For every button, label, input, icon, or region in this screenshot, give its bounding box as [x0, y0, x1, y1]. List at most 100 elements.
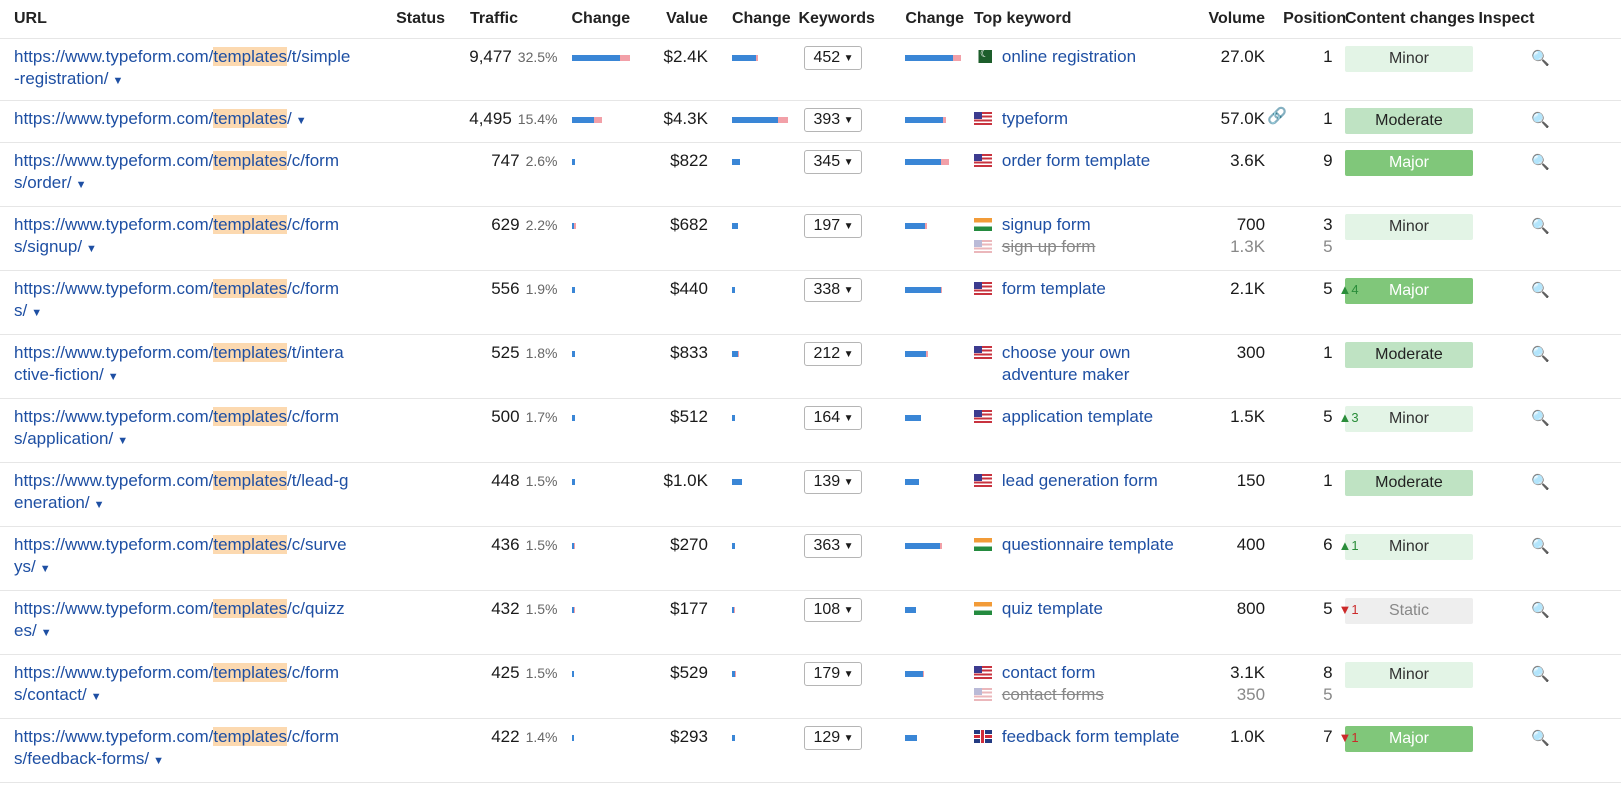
- url-dropdown-icon[interactable]: ▼: [93, 499, 105, 511]
- volume-value: 3.1K: [1230, 663, 1266, 682]
- content-change-badge[interactable]: Minor: [1344, 662, 1473, 688]
- url-dropdown-icon[interactable]: ▼: [40, 627, 52, 639]
- url-dropdown-icon[interactable]: ▼: [153, 755, 164, 767]
- col-inspect[interactable]: Inspect: [1444, 0, 1621, 39]
- page-url-link[interactable]: https://www.typeform.com/templates/c/for…: [14, 215, 339, 256]
- col-position[interactable]: Position: [1269, 0, 1346, 39]
- top-keyword-link[interactable]: order form template: [1001, 151, 1151, 170]
- keywords-dropdown[interactable]: 452 ▼: [804, 46, 863, 70]
- volume-cell: 57.0K: [1186, 100, 1270, 143]
- top-keyword-link[interactable]: questionnaire template: [1001, 535, 1174, 554]
- search-icon[interactable]: 🔍: [1531, 154, 1551, 171]
- col-keywords[interactable]: Keywords: [794, 0, 888, 39]
- keywords-change-bar-fill: [905, 607, 917, 613]
- top-keyword-link[interactable]: typeform: [1001, 109, 1068, 128]
- traffic-change-bar: [571, 479, 575, 485]
- page-url-link[interactable]: https://www.typeform.com/templates/t/sim…: [14, 47, 351, 88]
- search-icon[interactable]: 🔍: [1531, 602, 1551, 619]
- top-keyword-link[interactable]: online registration: [1001, 47, 1137, 66]
- traffic-change-bar-fill: [571, 287, 575, 293]
- content-changes-cell: Minor: [1330, 206, 1473, 271]
- top-keyword-link[interactable]: form template: [1001, 279, 1106, 298]
- search-icon[interactable]: 🔍: [1531, 666, 1551, 683]
- search-icon[interactable]: 🔍: [1531, 474, 1551, 491]
- page-url-link[interactable]: https://www.typeform.com/templates/c/for…: [14, 727, 339, 768]
- search-icon[interactable]: 🔍: [1531, 218, 1551, 235]
- col-keywords-change[interactable]: Change: [887, 0, 970, 39]
- top-keyword-link[interactable]: feedback form template: [1001, 727, 1180, 746]
- page-url-link[interactable]: https://www.typeform.com/templates/t/int…: [14, 343, 344, 384]
- search-icon[interactable]: 🔍: [1531, 730, 1551, 747]
- top-keyword-link[interactable]: quiz template: [1001, 599, 1103, 618]
- search-icon[interactable]: 🔍: [1531, 346, 1551, 363]
- search-icon[interactable]: 🔍: [1531, 50, 1551, 67]
- page-url-link[interactable]: https://www.typeform.com/templates/c/for…: [14, 151, 339, 192]
- col-top-keyword[interactable]: Top keyword: [969, 0, 1187, 39]
- content-change-badge[interactable]: Static: [1344, 598, 1473, 624]
- col-traffic[interactable]: Traffic: [454, 0, 568, 39]
- col-value-change[interactable]: Change: [711, 0, 795, 39]
- page-url-link[interactable]: https://www.typeform.com/templates/c/for…: [14, 663, 339, 704]
- url-dropdown-icon[interactable]: ▼: [39, 563, 51, 575]
- keywords-dropdown[interactable]: 197 ▼: [804, 214, 863, 238]
- keywords-dropdown[interactable]: 164 ▼: [804, 406, 863, 430]
- keywords-cell: 179 ▼: [794, 654, 888, 719]
- page-url-link[interactable]: https://www.typeform.com/templates/c/for…: [14, 279, 339, 320]
- url-dropdown-icon[interactable]: ▼: [75, 179, 87, 191]
- page-url-link[interactable]: https://www.typeform.com/templates/c/qui…: [14, 599, 345, 640]
- content-change-badge[interactable]: Major: [1344, 278, 1473, 304]
- url-dropdown-icon[interactable]: ▼: [86, 243, 97, 255]
- content-change-badge[interactable]: Major: [1344, 726, 1473, 752]
- col-volume[interactable]: Volume: [1186, 0, 1270, 39]
- flag-in-icon: [973, 538, 992, 551]
- page-url-link[interactable]: https://www.typeform.com/templates/c/for…: [14, 407, 339, 448]
- keywords-dropdown[interactable]: 179 ▼: [804, 662, 863, 686]
- keywords-dropdown[interactable]: 212 ▼: [804, 342, 863, 366]
- keywords-change-cell: [887, 206, 970, 271]
- content-change-badge[interactable]: Major: [1344, 150, 1473, 176]
- url-dropdown-icon[interactable]: ▼: [107, 371, 119, 383]
- search-icon[interactable]: 🔍: [1531, 282, 1551, 299]
- content-change-badge[interactable]: Minor: [1344, 534, 1473, 560]
- keywords-dropdown[interactable]: 363 ▼: [804, 534, 863, 558]
- keywords-dropdown[interactable]: 139 ▼: [804, 470, 863, 494]
- search-icon[interactable]: 🔍: [1531, 538, 1551, 555]
- page-url-link[interactable]: https://www.typeform.com/templates/c/sur…: [14, 535, 347, 576]
- content-change-badge[interactable]: Minor: [1344, 214, 1473, 240]
- content-change-badge[interactable]: Minor: [1344, 46, 1473, 72]
- url-dropdown-icon[interactable]: ▼: [31, 307, 43, 319]
- url-dropdown-icon[interactable]: ▼: [90, 691, 102, 703]
- url-dropdown-icon[interactable]: ▼: [117, 435, 129, 447]
- content-change-badge[interactable]: Moderate: [1344, 470, 1473, 496]
- content-change-badge[interactable]: Moderate: [1344, 342, 1473, 368]
- link-icon[interactable]: 🔗: [1267, 108, 1287, 125]
- top-keyword-link[interactable]: lead generation form: [1001, 471, 1158, 490]
- content-change-badge[interactable]: Minor: [1344, 406, 1473, 432]
- top-keyword-link[interactable]: signup form: [1001, 215, 1091, 234]
- page-url-link[interactable]: https://www.typeform.com/templates/▼: [14, 109, 307, 128]
- keywords-dropdown[interactable]: 338 ▼: [804, 278, 863, 302]
- col-status[interactable]: Status: [392, 0, 454, 39]
- inspect-cell: 🔍: [1444, 398, 1621, 463]
- url-dropdown-icon[interactable]: ▼: [295, 115, 307, 127]
- top-keyword-link[interactable]: choose your own adventure maker: [1001, 343, 1131, 384]
- keywords-dropdown[interactable]: 345 ▼: [804, 150, 863, 174]
- search-icon[interactable]: 🔍: [1531, 112, 1551, 129]
- col-content-changes[interactable]: Content changes: [1330, 0, 1475, 39]
- col-traffic-change[interactable]: Change: [567, 0, 651, 39]
- keywords-dropdown[interactable]: 108 ▼: [804, 598, 863, 622]
- url-dropdown-icon[interactable]: ▼: [112, 75, 124, 87]
- search-icon[interactable]: 🔍: [1531, 410, 1551, 427]
- top-keyword-link[interactable]: contact form: [1001, 663, 1096, 682]
- keywords-dropdown[interactable]: 129 ▼: [804, 726, 863, 750]
- chevron-down-icon: ▼: [843, 476, 854, 488]
- col-value[interactable]: Value: [650, 0, 712, 39]
- traffic-cell: 747 2.6%: [454, 142, 568, 207]
- col-url[interactable]: URL: [0, 0, 393, 39]
- page-url-link[interactable]: https://www.typeform.com/templates/t/lea…: [14, 471, 349, 512]
- top-keyword-link[interactable]: application template: [1001, 407, 1154, 426]
- traffic-cell: 422 1.4%: [454, 718, 568, 783]
- content-change-badge[interactable]: Moderate: [1344, 108, 1473, 134]
- keywords-dropdown[interactable]: 393 ▼: [804, 108, 863, 132]
- value-change-cell: [711, 38, 795, 101]
